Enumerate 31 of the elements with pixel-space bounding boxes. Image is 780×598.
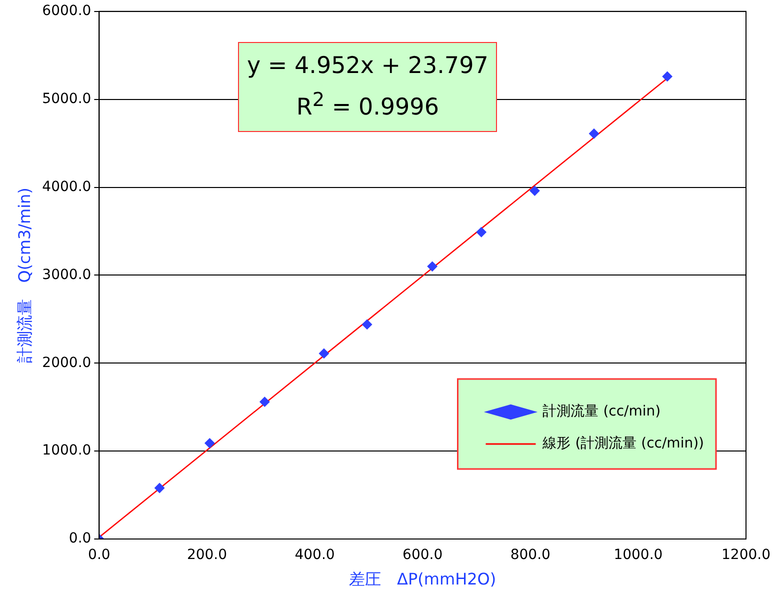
point [362,319,372,330]
y-tick-label: 1000.0 [42,442,92,459]
annotation: y = 4.952x + 23.797 [247,52,488,81]
x-tick-label: 600.0 [402,547,443,564]
point [589,128,599,139]
legend-label: 線形 (計測流量 (cc/min)) [542,436,704,452]
point [530,186,540,196]
y-tick-label: 5000.0 [42,90,92,107]
y-tick-label: 3000.0 [42,266,92,283]
y-tick-label: 6000.0 [42,3,92,20]
y-tick-label: 2000.0 [42,354,92,371]
equation-box: y = 4.952x + 23.797 R$^{2}$ = 0.9996 [238,42,498,132]
y-tick-label: 0.0 [68,530,92,547]
point [204,438,215,448]
point [318,348,329,358]
point [260,396,270,407]
x-tick-label: 1200.0 [722,547,770,564]
x-axis-title: 差圧 ΔP(mmH2O) [349,570,496,589]
point [476,227,486,238]
point [662,71,672,82]
x-tick-label: 200.0 [186,547,228,564]
legend-label: 計測流量 (cc/min) [542,404,661,420]
x-tick-label: 800.0 [510,547,550,564]
point [427,261,438,272]
x-tick-label: 400.0 [294,547,335,564]
y-axis-title: 計測流量 Q(cm3/min) [14,188,34,363]
y-tick-label: 4000.0 [42,178,92,195]
x-tick-label: 1000.0 [614,547,663,564]
point [154,483,165,493]
x-tick-label: 0.0 [88,547,110,564]
annotation: R$^{2}$ = 0.9996 [295,87,440,123]
